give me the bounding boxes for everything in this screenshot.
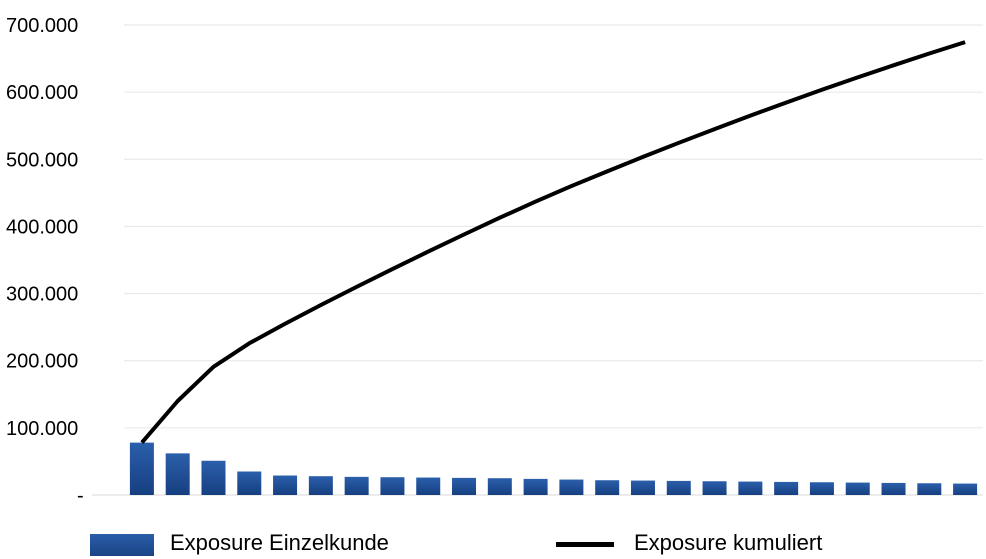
bar <box>237 471 262 495</box>
y-axis-ticks: - 100.000 200.000 300.000 400.000 500.000 600.… <box>6 15 84 507</box>
bar <box>881 482 906 495</box>
bar <box>129 442 154 495</box>
cumulative-line <box>140 40 966 444</box>
y-tick-label: 300.000 <box>6 284 78 306</box>
legend-swatch-bars <box>90 534 154 556</box>
bar <box>809 482 834 495</box>
bar <box>666 480 691 495</box>
bar <box>344 476 369 495</box>
bar <box>416 477 441 495</box>
legend-label-line: Exposure kumuliert <box>634 530 823 555</box>
bar <box>523 478 548 495</box>
bar <box>559 479 584 495</box>
legend-swatch-line <box>556 542 614 547</box>
bar <box>308 476 333 495</box>
y-tick-label: 600.000 <box>6 82 78 104</box>
bar <box>452 477 477 495</box>
y-tick-label: 500.000 <box>6 149 78 171</box>
legend-label-bars: Exposure Einzelkunde <box>170 530 389 555</box>
bar <box>845 482 870 495</box>
bar <box>702 481 727 495</box>
bar <box>201 460 226 495</box>
bar <box>738 481 763 495</box>
y-tick-label: 700.000 <box>6 15 78 37</box>
y-tick-label: 400.000 <box>6 216 78 238</box>
bar <box>774 481 799 495</box>
bar <box>595 480 620 495</box>
y-tick-label: - <box>77 485 84 507</box>
bar-series <box>129 442 978 495</box>
gridlines <box>124 24 983 429</box>
bar <box>917 483 942 495</box>
y-tick-label: 200.000 <box>6 351 78 373</box>
bar <box>953 483 978 495</box>
bar <box>487 478 512 495</box>
bar <box>380 477 405 495</box>
bar <box>273 475 298 495</box>
bar <box>630 480 655 495</box>
y-tick-label: 100.000 <box>6 418 78 440</box>
bar <box>165 453 190 495</box>
